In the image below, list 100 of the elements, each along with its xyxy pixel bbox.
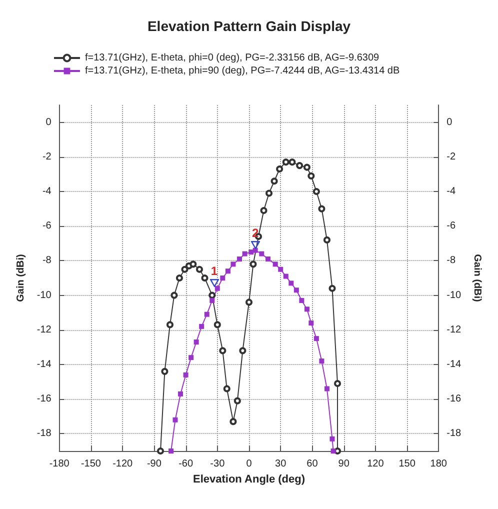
- point: [296, 162, 304, 170]
- point: [324, 386, 330, 392]
- point: [246, 298, 252, 306]
- y-tick-label: -6: [42, 220, 52, 232]
- y2-tick-label: -12: [446, 324, 462, 336]
- y-tick-label: 0: [46, 116, 52, 128]
- point: [157, 448, 164, 454]
- legend-label: f=13.71(GHz), E-theta, phi=90 (deg), PG=-7.4244 dB, AG=-13.4314 dB: [85, 66, 400, 76]
- point: [278, 266, 284, 272]
- point: [294, 288, 299, 293]
- point: [265, 256, 270, 262]
- point: [225, 268, 230, 274]
- point: [250, 260, 257, 268]
- x-tick-label: 180: [430, 458, 448, 470]
- point: [161, 368, 168, 375]
- point: [188, 355, 194, 360]
- y2-tick-label: -10: [446, 290, 462, 301]
- point: [259, 251, 264, 256]
- y-tick-label: -2: [42, 151, 52, 162]
- x-tick-label: -120: [112, 458, 134, 470]
- point: [248, 250, 254, 255]
- point: [214, 286, 220, 291]
- point: [219, 347, 226, 354]
- point: [190, 260, 197, 268]
- point: [319, 358, 324, 364]
- point: [276, 166, 284, 173]
- x-tick-label: 60: [306, 458, 318, 470]
- point: [214, 321, 221, 328]
- point: [168, 448, 174, 454]
- point: [260, 207, 268, 214]
- legend-label: f=13.71(GHz), E-theta, phi=0 (deg), PG=-2.33156 dB, AG=-9.6309: [85, 52, 380, 64]
- y2-tick-label: -18: [446, 428, 462, 440]
- point: [230, 418, 237, 426]
- point: [312, 188, 320, 195]
- point: [252, 248, 258, 253]
- point: [183, 372, 188, 378]
- point: [201, 274, 208, 282]
- x-tick-label: 120: [367, 458, 384, 470]
- point: [270, 178, 278, 185]
- point: [196, 266, 203, 273]
- point: [234, 397, 241, 404]
- x-axis-title: Elevation Angle (deg): [192, 473, 306, 486]
- point: [288, 280, 294, 286]
- y-axis-title: Gain (dBi): [16, 254, 26, 302]
- x-tick-label: -60: [178, 458, 194, 470]
- point: [194, 340, 199, 345]
- x-tick-label: 90: [338, 458, 350, 470]
- point: [199, 324, 204, 329]
- point: [282, 158, 290, 166]
- x-tick-label: -180: [49, 458, 70, 470]
- point: [176, 274, 183, 282]
- point: [237, 256, 242, 262]
- x-tick-label: -30: [210, 458, 226, 470]
- point: [272, 262, 278, 267]
- y2-tick-label: -14: [446, 359, 462, 370]
- point: [181, 266, 188, 273]
- chart-title: Elevation Pattern Gain Display: [147, 18, 351, 34]
- y-tick-label: -18: [36, 428, 52, 440]
- point: [318, 205, 326, 212]
- y-tick-label: -10: [36, 290, 52, 301]
- y-tick-label: -16: [36, 394, 52, 405]
- x-tick-label: 150: [398, 458, 416, 470]
- annotation: 1: [210, 264, 219, 278]
- y2-tick-label: -6: [446, 220, 456, 232]
- x-tick-label: 30: [275, 458, 287, 470]
- y-tick-label: -8: [42, 255, 52, 266]
- point: [239, 347, 246, 354]
- y2-tick-label: 0: [446, 116, 453, 128]
- point: [266, 190, 273, 197]
- y-tick-label: -12: [36, 324, 52, 336]
- point: [208, 292, 216, 299]
- y-tick-label: -14: [36, 359, 52, 370]
- x-tick-label: -150: [80, 458, 102, 470]
- y2-tick-label: -4: [446, 186, 456, 197]
- point: [172, 417, 178, 422]
- point: [204, 312, 210, 317]
- point: [303, 164, 310, 171]
- point: [323, 236, 330, 244]
- point: [230, 262, 236, 267]
- point: [299, 298, 304, 303]
- x-tick-label: -90: [146, 458, 162, 470]
- point: [308, 320, 314, 326]
- point: [308, 172, 315, 180]
- point: [166, 321, 174, 328]
- point: [330, 448, 336, 454]
- point: [170, 292, 178, 299]
- y2-tick-label: -16: [446, 394, 462, 405]
- x-tick-label: 0: [246, 458, 252, 470]
- point: [220, 276, 226, 280]
- point: [314, 336, 319, 342]
- point: [223, 385, 230, 392]
- y2-axis-title: Gain (dBi): [472, 254, 482, 302]
- annotation: 2: [250, 226, 260, 240]
- point: [210, 298, 215, 303]
- point: [334, 380, 341, 388]
- point: [304, 306, 310, 312]
- point: [288, 158, 296, 166]
- y2-tick-label: -2: [446, 151, 456, 162]
- y-tick-label: -4: [42, 186, 52, 197]
- point: [242, 251, 248, 256]
